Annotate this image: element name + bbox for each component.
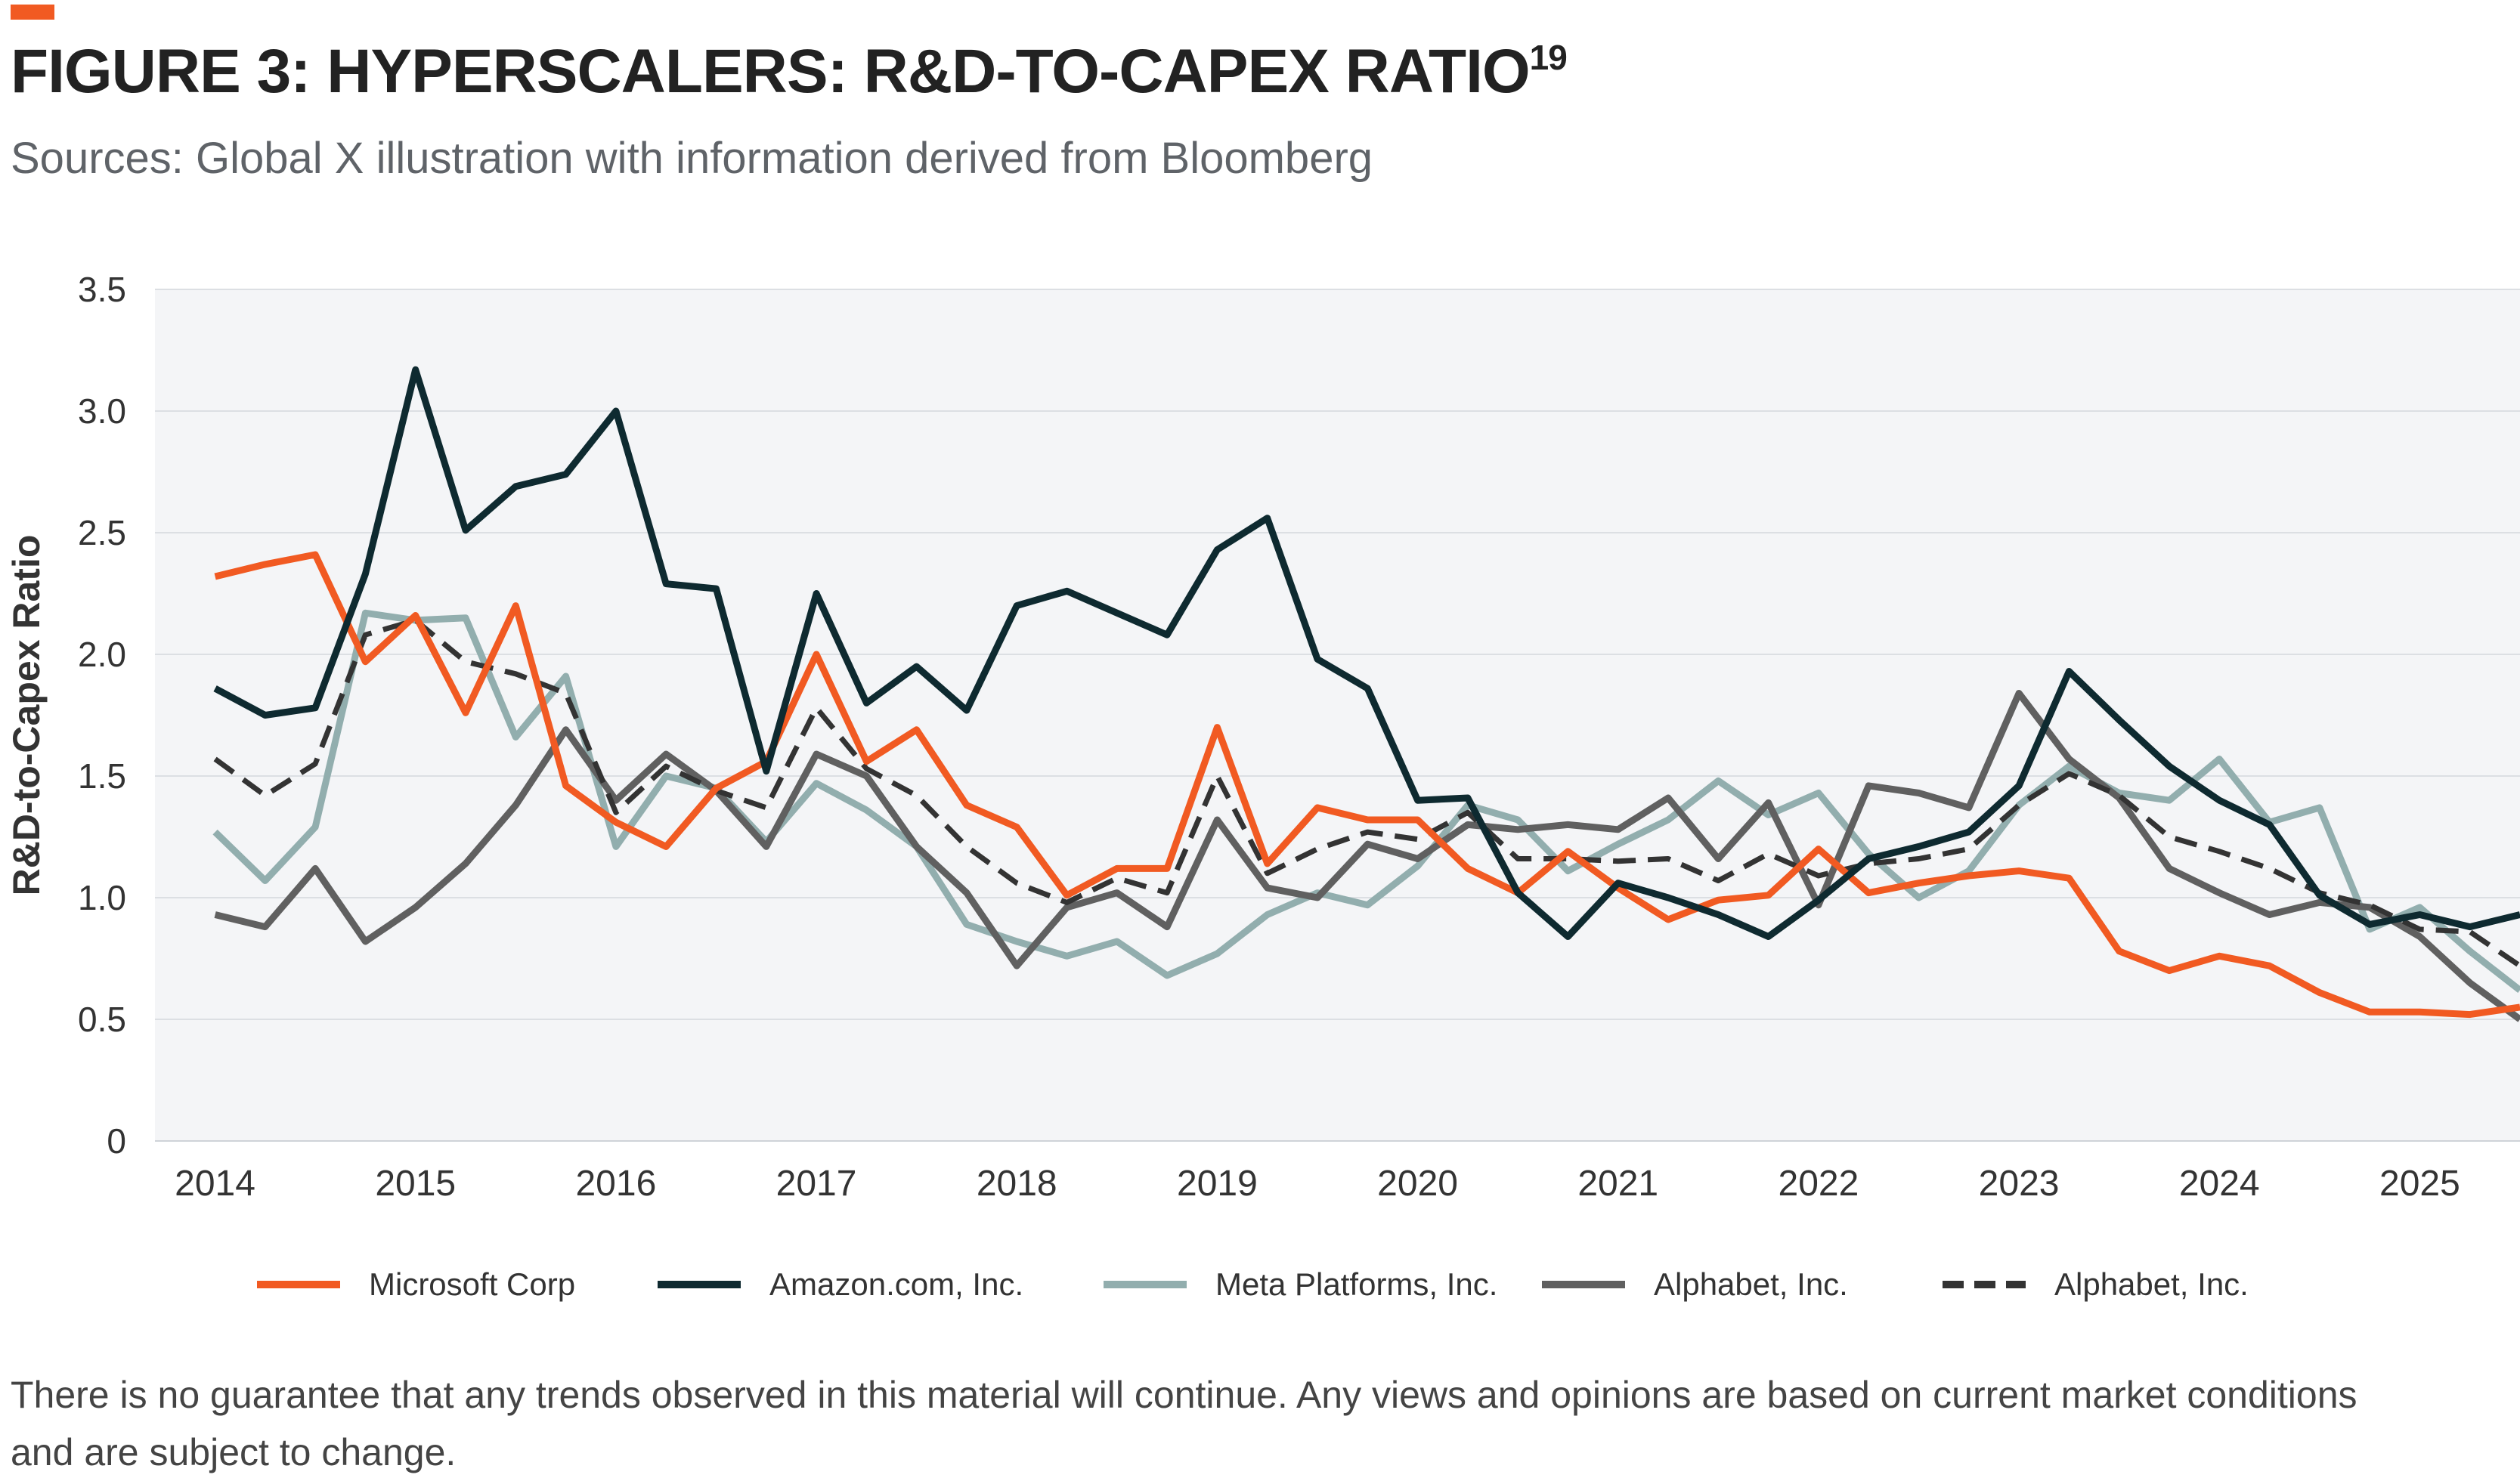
x-tick-label: 2014: [175, 1164, 255, 1204]
x-tick-label: 2017: [776, 1164, 857, 1204]
y-tick-label: 1.0: [78, 878, 126, 917]
x-tick-label: 2015: [375, 1164, 456, 1204]
legend-label: Microsoft Corp: [369, 1266, 576, 1302]
x-tick-label: 2025: [2379, 1164, 2460, 1204]
chart-legend: Microsoft Corp Amazon.com, Inc. Meta Platf…: [257, 1262, 2373, 1307]
y-tick-label: 3.0: [78, 391, 126, 431]
x-tick-label: 2024: [2179, 1164, 2260, 1204]
line-chart: 0 0.5 1.0 1.5 2.0 2.5 3.0 3.5 2014 2015 2016 2017 20…: [0, 227, 2520, 1209]
legend-label: Alphabet, Inc.: [1654, 1266, 1848, 1302]
legend-item: Meta Platforms, Inc.: [1104, 1262, 1497, 1307]
accent-bar: [11, 5, 54, 20]
legend-swatch: [1104, 1280, 1187, 1289]
x-tick-label: 2016: [575, 1164, 656, 1204]
legend-swatch: [658, 1280, 741, 1289]
legend-item: Alphabet, Inc.: [1542, 1262, 1848, 1307]
legend-label: Alphabet, Inc.: [2054, 1266, 2249, 1302]
legend-swatch: [1943, 1280, 2026, 1289]
disclaimer-footnote: There is no guarantee that any trends ob…: [11, 1374, 2357, 1473]
legend-label: Meta Platforms, Inc.: [1215, 1266, 1498, 1302]
y-tick-label: 2.0: [78, 635, 126, 674]
series-line-2: [215, 613, 2520, 990]
legend-item: Microsoft Corp: [257, 1262, 575, 1307]
legend-swatch: [257, 1280, 340, 1289]
series-line-1: [215, 369, 2520, 936]
legend-swatch: [1542, 1280, 1625, 1289]
legend-item: Alphabet, Inc.: [1943, 1262, 2249, 1307]
legend-label: Amazon.com, Inc.: [769, 1266, 1024, 1302]
figure-title: FIGURE 3: HYPERSCALERS: R&D-TO-CAPEX RAT…: [11, 37, 1568, 106]
x-tick-label: 2021: [1577, 1164, 1658, 1204]
legend-item: Amazon.com, Inc.: [658, 1262, 1023, 1307]
x-tick-label: 2022: [1779, 1164, 1859, 1204]
x-tick-label: 2018: [977, 1164, 1057, 1204]
series-line-4: [215, 620, 2520, 966]
source-subtitle: Sources: Global X illustration with info…: [11, 134, 1373, 183]
y-tick-label: 0: [107, 1121, 126, 1161]
x-tick-label: 2023: [1979, 1164, 2060, 1204]
title-superscript: 19: [1529, 38, 1568, 77]
series-line-0: [215, 555, 2520, 1015]
y-tick-label: 2.5: [78, 513, 126, 552]
y-axis-label: R&D-to-Capex Ratio: [5, 535, 48, 896]
y-tick-label: 1.5: [78, 756, 126, 796]
y-tick-label: 0.5: [78, 1000, 126, 1039]
x-tick-label: 2020: [1377, 1164, 1458, 1204]
y-tick-label: 3.5: [78, 270, 126, 309]
x-tick-label: 2019: [1177, 1164, 1258, 1204]
